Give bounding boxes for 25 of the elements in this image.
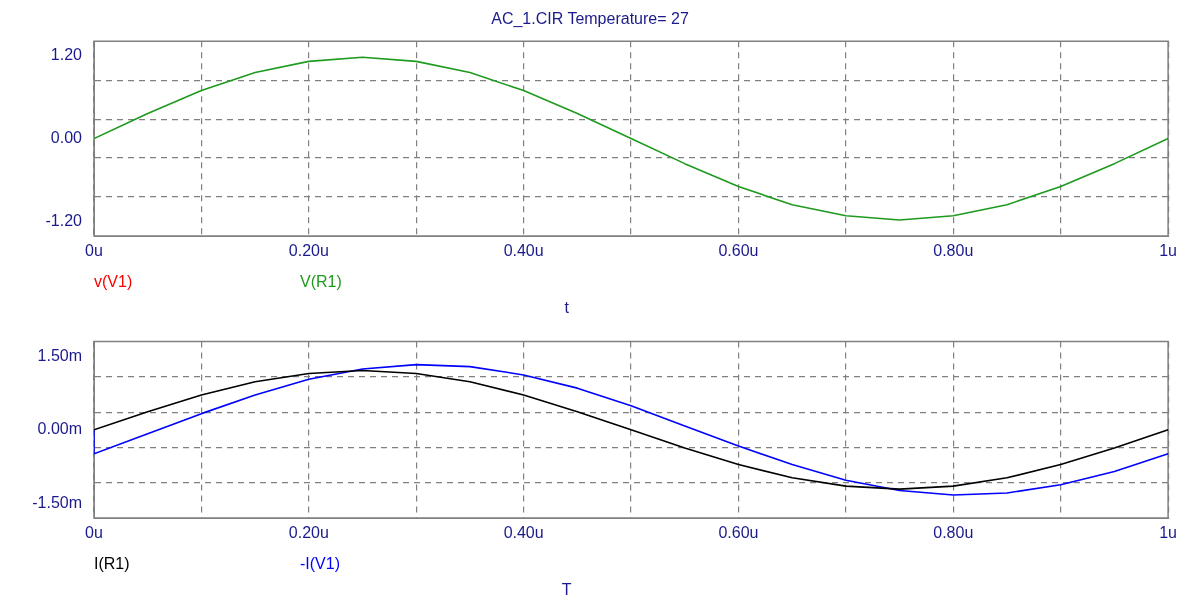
y-tick-label: -1.50m xyxy=(32,493,82,511)
x-tick-label: 0u xyxy=(85,524,103,542)
x-tick-label: 0.20u xyxy=(288,524,329,542)
x-tick-label: 0.60u xyxy=(718,242,759,260)
x-tick-label: 0.80u xyxy=(933,242,974,260)
x-tick-label: 0.40u xyxy=(503,524,544,542)
x-axis-title: T xyxy=(561,581,572,599)
y-tick-label: 0.00m xyxy=(37,420,82,438)
text: V(R1) xyxy=(300,273,342,291)
x-tick-label: 1u xyxy=(1159,524,1177,542)
y-tick-label: 1.20 xyxy=(50,45,83,63)
x-tick-label: 0.60u xyxy=(718,524,759,542)
x-axis-title: t xyxy=(564,299,570,317)
legend-label: v(V1) xyxy=(94,273,133,291)
x-tick-label: 0.40u xyxy=(503,242,544,260)
x-tick-label: 0.80u xyxy=(933,524,974,542)
text: -I(V1) xyxy=(300,555,340,573)
y-tick-label: -1.20 xyxy=(45,212,83,230)
x-tick-label: 0.20u xyxy=(288,242,329,260)
x-tick-label: 0u xyxy=(85,242,103,260)
y-tick-label: 1.50m xyxy=(37,346,82,364)
chart-title: AC_1.CIR Temperature= 27 xyxy=(491,10,689,29)
text: I(R1) xyxy=(94,555,130,573)
y-tick-label: 0.00 xyxy=(50,129,83,147)
x-tick-label: 1u xyxy=(1159,242,1177,260)
